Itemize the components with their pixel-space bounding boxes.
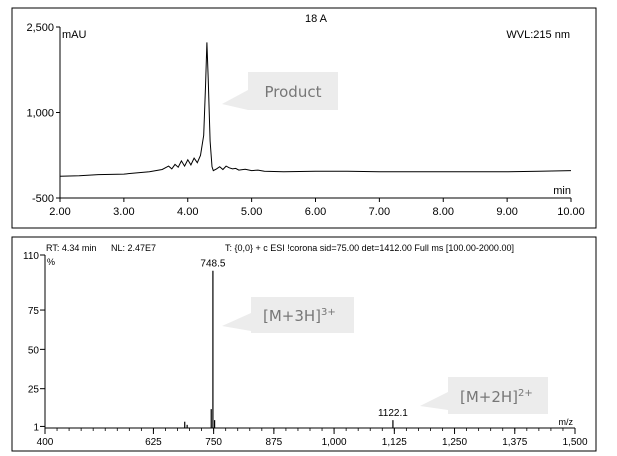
ms-ylabel: % bbox=[47, 257, 55, 267]
ms-scan-label: T: {0,0} + c ESI !corona sid=75.00 det=1… bbox=[225, 243, 514, 253]
ms-x-tick-label: 625 bbox=[145, 437, 162, 448]
ms-xlabel: m/z bbox=[559, 417, 574, 427]
m2h-callout-box bbox=[448, 377, 548, 414]
chromatogram-x-tick-label: 3.00 bbox=[113, 206, 134, 218]
ms-y-tick-label: 1 bbox=[33, 422, 39, 433]
chromatogram-trace bbox=[59, 42, 572, 177]
ms-peaks bbox=[184, 270, 394, 428]
ms-x-tick-label: 1,125 bbox=[382, 437, 407, 448]
chromatogram-x-tick-label: 4.00 bbox=[177, 206, 198, 218]
chromatogram-x-tick-label: 7.00 bbox=[369, 206, 390, 218]
chromatogram-y-tick-label: 2,500 bbox=[26, 22, 54, 34]
ms-x-tick-label: 1,250 bbox=[442, 437, 467, 448]
chromatogram-xlabel: min bbox=[553, 185, 571, 197]
ms-axes: 400 625 750 875 1,000 1,125 1,250 1,375 1,500 1 25… bbox=[23, 251, 588, 448]
ms-y-tick-label: 75 bbox=[28, 306, 40, 317]
ms-nl-label: NL: 2.47E7 bbox=[111, 243, 156, 253]
m3h-charge: 3+ bbox=[321, 307, 336, 318]
chromatogram-title: 18 A bbox=[305, 13, 328, 25]
product-callout-box bbox=[248, 72, 338, 110]
ms-x-tick-label: 875 bbox=[266, 437, 283, 448]
product-callout-label: Product bbox=[265, 83, 322, 101]
m3h-text: [M+3H] bbox=[263, 307, 321, 325]
product-callout-pointer bbox=[222, 90, 248, 110]
chromatogram-x-tick-label: 5.00 bbox=[241, 206, 262, 218]
m2h-callout-label: [M+2H]2+ bbox=[460, 388, 533, 406]
peak-label-1122: 1122.1 bbox=[378, 408, 408, 419]
chromatogram-x-tick-label: 8.00 bbox=[433, 206, 454, 218]
chromatogram-panel: 18 A mAU WVL:215 nm min 2.00 3.00 4.00 5.00… bbox=[11, 7, 597, 229]
chromatogram-ylabel: mAU bbox=[62, 29, 87, 41]
ms-x-tick-label: 1,500 bbox=[562, 437, 587, 448]
chromatogram-x-tick-label: 9.00 bbox=[496, 206, 517, 218]
m2h-charge: 2+ bbox=[518, 388, 533, 399]
ms-rt-label: RT: 4.34 min bbox=[46, 243, 96, 253]
m2h-text: [M+2H] bbox=[460, 388, 518, 406]
ms-y-tick-label: 110 bbox=[23, 251, 39, 262]
m3h-callout-pointer bbox=[222, 313, 251, 331]
ms-y-tick-label: 50 bbox=[28, 345, 40, 356]
chromatogram-frame bbox=[11, 7, 597, 229]
peak-label-748: 748.5 bbox=[200, 259, 225, 270]
mass-spectrum-frame bbox=[11, 236, 597, 452]
chromatogram-x-tick-label: 2.00 bbox=[49, 206, 70, 218]
mass-spectrum-panel: RT: 4.34 min NL: 2.47E7 T: {0,0} + c ESI… bbox=[11, 236, 597, 452]
ms-x-tick-label: 750 bbox=[205, 437, 222, 448]
m3h-callout-label: [M+3H]3+ bbox=[263, 307, 336, 325]
ms-y-tick-label: 25 bbox=[28, 385, 40, 396]
m3h-callout-box bbox=[251, 297, 354, 333]
chromatogram-x-tick-label: 6.00 bbox=[305, 206, 326, 218]
chromatogram-y-tick-label: 1,000 bbox=[26, 108, 54, 120]
m2h-callout-pointer bbox=[420, 392, 448, 410]
chromatogram-x-tick-label: 10.00 bbox=[557, 206, 585, 218]
ms-x-tick-label: 400 bbox=[37, 437, 54, 448]
ms-x-tick-label: 1,375 bbox=[502, 437, 527, 448]
ms-x-tick-label: 1,000 bbox=[322, 437, 347, 448]
chromatogram-wavelength: WVL:215 nm bbox=[506, 29, 570, 41]
chromatogram-y-tick-label: -500 bbox=[32, 193, 54, 205]
chromatogram-axes: 2.00 3.00 4.00 5.00 6.00 7.00 8.00 9.00 10.00 -50… bbox=[26, 22, 584, 218]
